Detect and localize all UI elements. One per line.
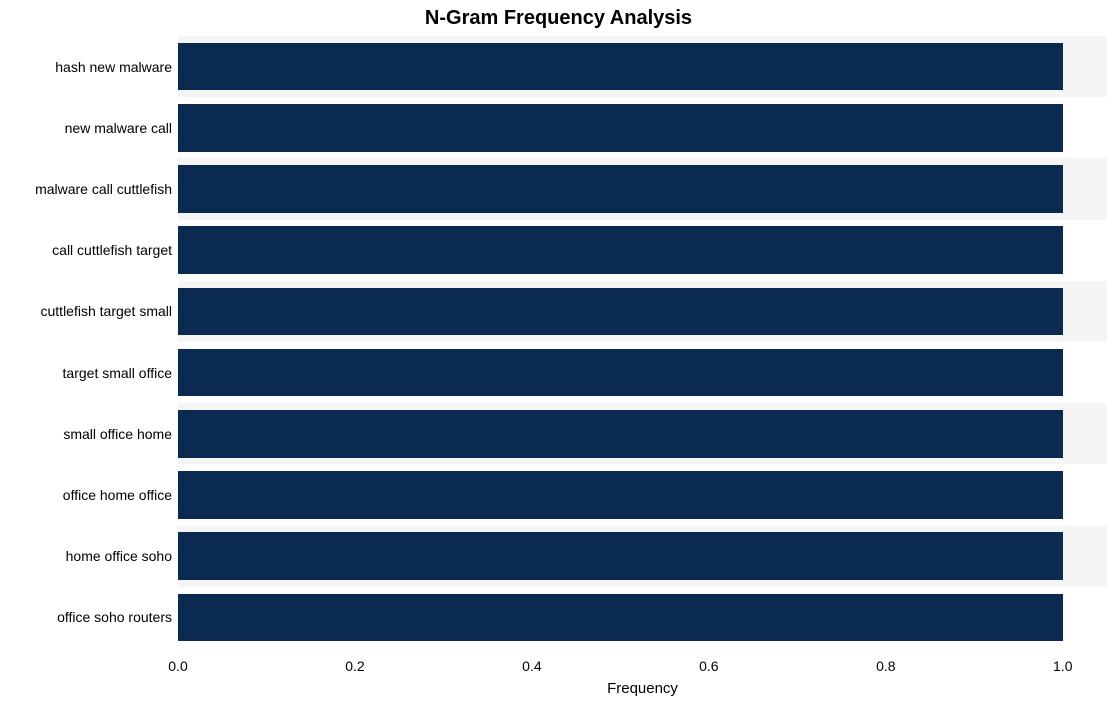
y-tick-label: call cuttlefish target (52, 242, 172, 258)
plot-band (178, 526, 1107, 587)
y-tick-label: new malware call (65, 120, 172, 136)
plot-band (178, 464, 1107, 525)
y-tick-label: malware call cuttlefish (35, 181, 172, 197)
bar (178, 288, 1063, 336)
plot-band (178, 587, 1107, 648)
y-tick-label: home office soho (66, 548, 172, 564)
ngram-frequency-chart: N-Gram Frequency Analysis Frequency hash… (0, 0, 1117, 701)
plot-area (178, 36, 1107, 648)
bar (178, 532, 1063, 580)
plot-band (178, 281, 1107, 342)
plot-band (178, 158, 1107, 219)
plot-band (178, 220, 1107, 281)
bar (178, 43, 1063, 91)
x-axis-label: Frequency (178, 680, 1107, 697)
bar (178, 104, 1063, 152)
plot-band (178, 36, 1107, 97)
bar (178, 594, 1063, 642)
x-tick-label: 0.0 (168, 658, 187, 674)
x-tick-label: 0.8 (876, 658, 895, 674)
x-tick-label: 0.6 (699, 658, 718, 674)
y-tick-label: office soho routers (57, 609, 172, 625)
plot-band (178, 97, 1107, 158)
plot-band (178, 403, 1107, 464)
y-tick-label: hash new malware (55, 59, 172, 75)
y-tick-label: cuttlefish target small (41, 303, 173, 319)
y-tick-label: small office home (63, 426, 172, 442)
bar (178, 410, 1063, 458)
y-tick-label: office home office (63, 487, 172, 503)
y-tick-label: target small office (63, 365, 172, 381)
chart-title: N-Gram Frequency Analysis (0, 7, 1117, 30)
plot-band (178, 342, 1107, 403)
x-tick-label: 0.4 (522, 658, 541, 674)
bar (178, 165, 1063, 213)
bar (178, 226, 1063, 274)
x-tick-label: 1.0 (1053, 658, 1072, 674)
bar (178, 471, 1063, 519)
x-tick-label: 0.2 (345, 658, 364, 674)
bar (178, 349, 1063, 397)
